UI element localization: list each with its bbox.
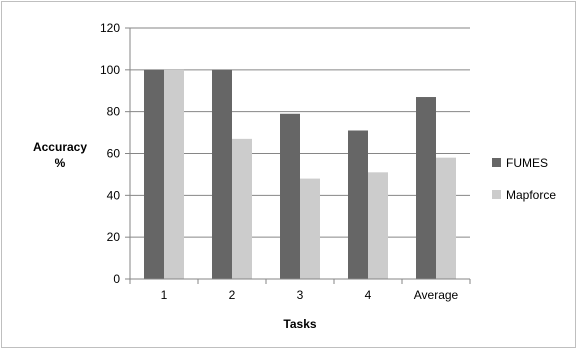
y-axis-label-line-1: Accuracy [33, 140, 87, 154]
y-tick-label: 0 [113, 272, 120, 286]
x-tick-label: 1 [161, 288, 168, 302]
x-tick-label: 2 [229, 288, 236, 302]
x-axis-label: Tasks [283, 317, 316, 331]
bar-fumes-2 [212, 69, 232, 279]
bar-fumes-4 [348, 130, 368, 279]
legend-label-mapforce: Mapforce [506, 188, 556, 202]
y-tick-label: 80 [107, 105, 121, 119]
y-tick-label: 60 [107, 147, 121, 161]
x-tick-label: Average [414, 288, 459, 302]
bar-fumes-1 [144, 69, 164, 279]
bar-mapforce-average [436, 157, 456, 279]
y-tick-label: 20 [107, 230, 121, 244]
y-tick-label: 120 [100, 21, 120, 35]
bar-mapforce-4 [368, 172, 388, 279]
y-axis-label-line-2: % [55, 156, 66, 170]
bars [144, 69, 456, 280]
legend-swatch-fumes [492, 158, 501, 167]
y-tick-label: 40 [107, 188, 121, 202]
legend-label-fumes: FUMES [506, 156, 548, 170]
gridlines [130, 27, 470, 238]
bar-mapforce-2 [232, 138, 252, 279]
y-tick-labels: 0 20 40 60 80 100 120 [100, 21, 130, 286]
legend: FUMES Mapforce [492, 156, 556, 202]
legend-swatch-mapforce [492, 190, 501, 199]
bar-fumes-average [416, 97, 436, 280]
x-tick-label: 3 [297, 288, 304, 302]
y-tick-label: 100 [100, 63, 120, 77]
x-tick-labels: 1 2 3 4 Average [129, 279, 471, 302]
bar-mapforce-3 [300, 178, 320, 279]
x-tick-label: 4 [365, 288, 372, 302]
bar-fumes-3 [280, 113, 300, 279]
bar-mapforce-1 [164, 69, 184, 279]
